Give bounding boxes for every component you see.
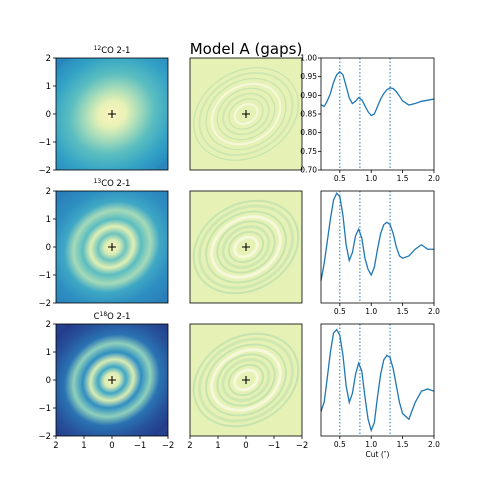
- x-tick-label: 0: [243, 441, 248, 451]
- x-tick-label: 0.5: [334, 307, 346, 316]
- residual-frame: [189, 57, 303, 171]
- residual-ring: [210, 348, 282, 412]
- plot-frame: [320, 190, 435, 304]
- y-tick-label: −1: [38, 404, 51, 414]
- row-title-sup: 18: [100, 311, 108, 318]
- x-tick-label: 1.5: [397, 307, 409, 316]
- x-tick-label: 0.5: [334, 174, 346, 183]
- plot-frame: [320, 57, 435, 171]
- row-title-sup: 12: [94, 45, 102, 52]
- residual-ring-dark: [205, 77, 287, 151]
- y-tick-label: 0.90: [300, 91, 317, 100]
- residual-ring: [198, 204, 294, 290]
- residual-ring: [233, 235, 259, 259]
- residual-ring-dark: [216, 353, 276, 407]
- residual-ring-dark: [192, 332, 300, 428]
- residual-ring-dark: [227, 230, 265, 264]
- residual-ring: [221, 358, 271, 402]
- residual-ring-dark: [228, 98, 264, 130]
- x-tick-label: 1.5: [397, 174, 409, 183]
- y-tick-label: 0.95: [300, 72, 317, 81]
- x-tick-label: 0.5: [334, 440, 346, 449]
- y-tick-label: 2: [46, 54, 51, 64]
- residual-ring-dark: [227, 363, 265, 397]
- y-tick-label: 0: [46, 376, 51, 386]
- y-tick-label: 0.70: [300, 166, 317, 175]
- x-tick-label: 0: [109, 441, 114, 451]
- series-line: [320, 192, 434, 281]
- y-tick-label: 1: [46, 215, 51, 225]
- x-tick-label: −2: [296, 441, 309, 451]
- x-tick-label: 2: [187, 441, 192, 451]
- x-tick-label: −1: [134, 441, 147, 451]
- center-marker: [242, 110, 250, 118]
- y-tick-label: 2: [46, 320, 51, 330]
- x-tick-label: 1: [215, 441, 220, 451]
- row-title-prefix: C: [94, 312, 100, 322]
- residual-ring: [198, 337, 294, 423]
- x-tick-label: 1.5: [397, 440, 409, 449]
- x-tick-label: −1: [268, 441, 281, 451]
- y-tick-label: 0.80: [300, 128, 317, 137]
- series-line: [320, 328, 435, 433]
- y-tick-label: 0.75: [300, 147, 317, 156]
- series-line: [320, 70, 435, 117]
- residual-ring-dark: [193, 67, 299, 161]
- residual-ring: [222, 92, 270, 136]
- y-tick-label: −2: [38, 432, 51, 442]
- y-tick-label: 1: [46, 348, 51, 358]
- figure-title: Model A (gaps): [190, 40, 303, 58]
- center-marker: [242, 243, 250, 251]
- y-tick-label: 2: [46, 187, 51, 197]
- row-title-suffix: CO 2-1: [101, 46, 130, 56]
- y-tick-label: 0: [46, 243, 51, 253]
- row-title: 12CO 2-1: [94, 45, 131, 56]
- x-tick-label: 1.0: [365, 307, 377, 316]
- y-tick-label: 0.85: [300, 110, 317, 119]
- y-tick-label: −1: [38, 138, 51, 148]
- row-title-sup: 13: [94, 178, 102, 185]
- y-tick-label: 0: [46, 110, 51, 120]
- x-tick-label: 2.0: [428, 307, 440, 316]
- x-tick-label: 2.0: [428, 440, 440, 449]
- y-tick-label: 1: [46, 82, 51, 92]
- residual-ring: [210, 82, 282, 146]
- row-title: C18O 2-1: [94, 311, 131, 322]
- residual-ring-dark: [205, 343, 287, 417]
- row-title-suffix: O 2-1: [107, 312, 130, 322]
- center-marker: [108, 110, 116, 118]
- y-tick-label: −1: [38, 271, 51, 281]
- residual-ring: [221, 225, 271, 269]
- row-title: 13CO 2-1: [94, 178, 131, 189]
- x-axis-label: Cut (″): [366, 450, 390, 459]
- residual-ring: [233, 368, 259, 392]
- x-tick-label: 1: [81, 441, 86, 451]
- y-tick-label: 1.00: [300, 54, 317, 63]
- residual-ring-dark: [192, 199, 300, 295]
- residual-ring: [210, 215, 282, 279]
- x-tick-label: 2: [53, 441, 58, 451]
- y-tick-label: −2: [38, 299, 51, 309]
- x-tick-label: −2: [162, 441, 175, 451]
- center-marker: [242, 376, 250, 384]
- plot-frame: [320, 323, 435, 437]
- residual-ring: [198, 71, 294, 157]
- x-tick-label: 1.0: [365, 174, 377, 183]
- residual-ring-dark: [205, 210, 287, 284]
- center-marker: [108, 243, 116, 251]
- center-marker: [108, 376, 116, 384]
- x-tick-label: 1.0: [365, 440, 377, 449]
- residual-ring-dark: [216, 87, 276, 141]
- residual-ring: [233, 103, 259, 125]
- residual-frame: [189, 190, 303, 304]
- y-tick-label: −2: [38, 166, 51, 176]
- x-tick-label: 2.0: [428, 174, 440, 183]
- row-title-suffix: CO 2-1: [101, 179, 130, 189]
- residual-ring-dark: [216, 220, 276, 274]
